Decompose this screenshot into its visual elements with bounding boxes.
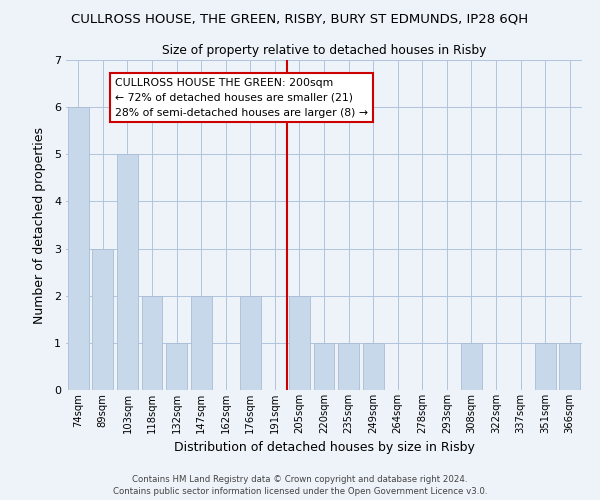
Bar — [314, 343, 334, 390]
Y-axis label: Number of detached properties: Number of detached properties — [32, 126, 46, 324]
Bar — [117, 154, 138, 390]
Title: Size of property relative to detached houses in Risby: Size of property relative to detached ho… — [162, 44, 486, 58]
Text: CULLROSS HOUSE THE GREEN: 200sqm
← 72% of detached houses are smaller (21)
28% o: CULLROSS HOUSE THE GREEN: 200sqm ← 72% o… — [115, 78, 368, 118]
Bar — [166, 343, 187, 390]
Bar — [142, 296, 163, 390]
Bar — [68, 107, 89, 390]
Bar — [289, 296, 310, 390]
Bar — [338, 343, 359, 390]
Bar — [535, 343, 556, 390]
Bar — [559, 343, 580, 390]
Bar — [92, 248, 113, 390]
X-axis label: Distribution of detached houses by size in Risby: Distribution of detached houses by size … — [173, 442, 475, 454]
Text: CULLROSS HOUSE, THE GREEN, RISBY, BURY ST EDMUNDS, IP28 6QH: CULLROSS HOUSE, THE GREEN, RISBY, BURY S… — [71, 12, 529, 26]
Bar — [191, 296, 212, 390]
Bar — [240, 296, 261, 390]
Bar — [461, 343, 482, 390]
Bar — [362, 343, 383, 390]
Text: Contains HM Land Registry data © Crown copyright and database right 2024.
Contai: Contains HM Land Registry data © Crown c… — [113, 474, 487, 496]
